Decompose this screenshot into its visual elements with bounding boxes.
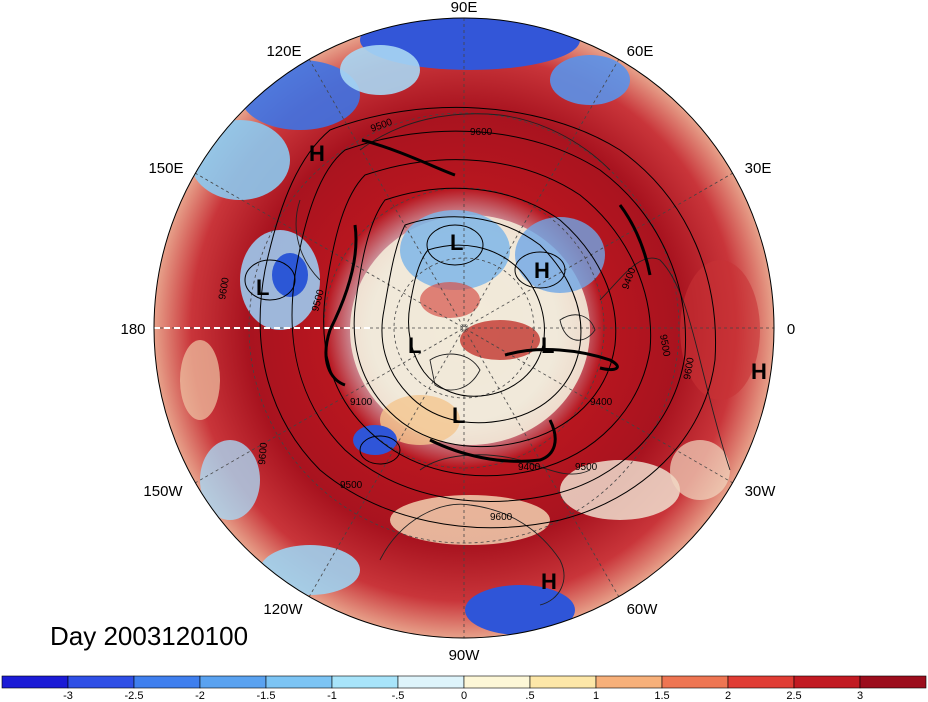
day-label: Day 2003120100 xyxy=(50,621,248,651)
colorbar-swatch xyxy=(859,675,927,689)
colorbar-swatch xyxy=(133,675,201,689)
colorbar-swatch xyxy=(661,675,729,689)
low-pressure-label: L xyxy=(256,275,269,300)
colorbar-tick-label: -2 xyxy=(195,690,205,702)
lon-label-60w: 60W xyxy=(627,601,659,618)
colorbar-swatch xyxy=(67,675,135,689)
lon-label-90w: 90W xyxy=(449,647,481,664)
longitude-labels: 90E 60E 30E 0 30W 60W 90W 120W 150W 180 … xyxy=(120,0,795,664)
colorbar-tick-label: 1 xyxy=(593,690,599,702)
pressure-centers: H H H H L L L L L xyxy=(256,141,767,594)
colorbar-tick-label: 2.5 xyxy=(786,690,801,702)
colorbar-tick-label: -2.5 xyxy=(125,690,144,702)
colorbar-swatch xyxy=(397,675,465,689)
colorbar-swatch xyxy=(331,675,399,689)
colorbar-tick-label: .5 xyxy=(525,690,534,702)
lon-label-150w: 150W xyxy=(143,483,183,500)
colorbar-tick-label: -1.5 xyxy=(257,690,276,702)
colorbar-tick-label: 1.5 xyxy=(654,690,669,702)
contour-label: 9500 xyxy=(575,462,598,473)
colorbar-swatch xyxy=(463,675,531,689)
map-boundary xyxy=(153,17,775,639)
colorbar-swatch xyxy=(265,675,333,689)
colorbar-swatch xyxy=(529,675,597,689)
colorbar-tick-label: -.5 xyxy=(392,690,405,702)
lon-label-120w: 120W xyxy=(263,601,303,618)
lon-label-60e: 60E xyxy=(627,43,654,60)
low-pressure-label: L xyxy=(541,333,554,358)
lon-label-0: 0 xyxy=(787,321,795,338)
contour-label: 9400 xyxy=(518,462,541,473)
colorbar-swatch xyxy=(595,675,663,689)
height-contours xyxy=(244,106,717,529)
colorbar-tick-label: 3 xyxy=(857,690,863,702)
lon-label-30w: 30W xyxy=(745,483,777,500)
low-pressure-label: L xyxy=(452,403,465,428)
low-pressure-label: L xyxy=(408,333,421,358)
colorbar: -3 -2.5 -2 -1.5 -1 -.5 0 .5 1 1.5 2 2.5 3 xyxy=(1,675,927,702)
low-pressure-label: L xyxy=(450,230,463,255)
high-pressure-label: H xyxy=(309,141,325,166)
contour-label: 9600 xyxy=(257,442,270,466)
high-pressure-label: H xyxy=(534,258,550,283)
colorbar-tick-label: 2 xyxy=(725,690,731,702)
contour-label: 9600 xyxy=(217,276,232,300)
colorbar-swatch xyxy=(793,675,861,689)
contour-label: 9600 xyxy=(470,127,493,138)
lon-label-150e: 150E xyxy=(148,160,183,177)
jet-contours xyxy=(324,138,652,463)
lon-label-90e: 90E xyxy=(451,0,478,16)
colorbar-tick-label: -3 xyxy=(63,690,73,702)
contour-label: 9100 xyxy=(350,397,373,408)
contour-label: 9500 xyxy=(340,480,363,491)
contour-label: 9600 xyxy=(682,356,697,380)
colorbar-swatch xyxy=(199,675,267,689)
contour-label: 9600 xyxy=(490,512,513,523)
lon-label-30e: 30E xyxy=(745,160,772,177)
contour-label: 9400 xyxy=(590,397,613,408)
lon-label-120e: 120E xyxy=(266,43,301,60)
colorbar-tick-label: 0 xyxy=(461,690,467,702)
colorbar-swatch xyxy=(1,675,69,689)
high-pressure-label: H xyxy=(541,569,557,594)
colorbar-swatch xyxy=(727,675,795,689)
contour-label: 9500 xyxy=(657,334,672,358)
lon-label-180: 180 xyxy=(120,321,145,338)
colorbar-tick-label: -1 xyxy=(327,690,337,702)
high-pressure-label: H xyxy=(751,359,767,384)
